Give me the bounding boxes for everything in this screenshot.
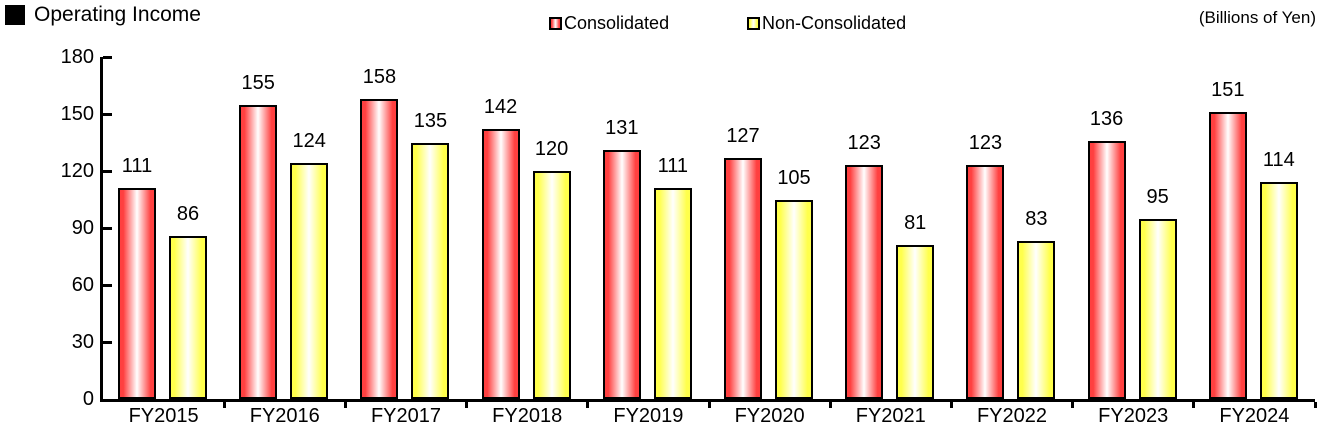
x-axis-tick-mark: [828, 402, 832, 408]
bar-value-non-consolidated-fy2016: 124: [292, 130, 326, 153]
x-axis-label-fy2019: FY2019: [613, 405, 684, 427]
x-axis-tick-mark: [222, 402, 226, 408]
bar-non-consolidated-fy2016: [290, 163, 329, 399]
bar-value-non-consolidated-fy2023: 95: [1146, 185, 1169, 208]
x-axis-tick-mark: [465, 402, 469, 408]
bar-value-consolidated-fy2015: 111: [121, 155, 153, 178]
y-axis-tick-label: 30: [71, 331, 94, 353]
bar-value-non-consolidated-fy2020: 105: [777, 166, 811, 189]
title-bullet-icon: [5, 5, 25, 25]
bar-value-non-consolidated-fy2018: 120: [534, 138, 569, 160]
legend-item-consolidated: Consolidated: [549, 13, 669, 34]
x-axis-label-fy2024: FY2024: [1219, 405, 1290, 427]
bar-value-consolidated-fy2020: 127: [726, 124, 760, 147]
y-axis-tick-label: 90: [71, 217, 94, 239]
y-axis-tick-mark: [103, 169, 112, 173]
bar-value-consolidated-fy2021: 123: [847, 132, 881, 155]
bar-non-consolidated-fy2020: [775, 199, 813, 399]
x-axis-tick-mark: [1192, 402, 1196, 408]
bar-non-consolidated-fy2023: [1138, 218, 1177, 399]
bar-value-consolidated-fy2016: 155: [241, 71, 275, 94]
bar-consolidated-fy2017: [360, 98, 399, 399]
bar-consolidated-fy2021: [845, 165, 884, 399]
bar-consolidated-fy2019: [602, 150, 641, 399]
x-axis-tick-mark: [707, 402, 711, 408]
y-axis-tick-mark: [103, 55, 112, 59]
bar-non-consolidated-fy2021: [896, 245, 935, 399]
legend-marker-consolidated-icon: [549, 17, 562, 30]
bar-consolidated-fy2015: [118, 188, 156, 399]
bar-value-consolidated-fy2022: 123: [968, 132, 1003, 155]
bar-value-consolidated-fy2024: 151: [1211, 79, 1245, 102]
x-axis-tick-mark: [1313, 402, 1317, 408]
x-axis-tick-mark: [343, 402, 347, 408]
x-axis-tick-mark: [949, 402, 953, 408]
x-axis-label-fy2020: FY2020: [734, 405, 805, 427]
x-axis-label-fy2016: FY2016: [249, 405, 320, 427]
bar-non-consolidated-fy2019: [653, 188, 692, 399]
bar-non-consolidated-fy2018: [532, 171, 571, 399]
legend-marker-non-consolidated-icon: [747, 17, 760, 30]
y-axis-tick-label: 150: [60, 103, 94, 125]
chart-title: Operating Income: [34, 3, 201, 26]
bar-consolidated-fy2018: [481, 129, 520, 399]
chart-title-row: Operating Income: [5, 3, 201, 27]
bar-value-non-consolidated-fy2017: 135: [413, 109, 448, 132]
plot-area: 111 86 155 124 158 135 142 120 131 111 127 105 123 81…: [100, 55, 1315, 402]
y-axis-tick-mark: [103, 340, 112, 344]
y-axis-tick-label: 0: [82, 388, 94, 410]
x-axis-label-fy2021: FY2021: [855, 405, 926, 427]
bar-value-consolidated-fy2017: 158: [362, 65, 397, 88]
bar-value-non-consolidated-fy2024: 114: [1262, 149, 1295, 172]
bar-value-consolidated-fy2018: 142: [483, 96, 518, 119]
bar-non-consolidated-fy2015: [169, 235, 207, 399]
bar-value-non-consolidated-fy2021: 81: [904, 212, 927, 235]
x-axis-tick-mark: [586, 402, 590, 408]
bar-consolidated-fy2022: [966, 165, 1005, 399]
y-axis-tick-label: 60: [71, 274, 94, 296]
x-axis-label-fy2023: FY2023: [1098, 405, 1169, 427]
bar-value-consolidated-fy2023: 136: [1089, 107, 1124, 130]
bar-value-non-consolidated-fy2015: 86: [176, 202, 200, 225]
y-axis-tick-label: 180: [60, 46, 94, 68]
bar-value-non-consolidated-fy2022: 83: [1025, 208, 1048, 231]
x-axis-label-fy2015: FY2015: [128, 405, 199, 427]
bar-non-consolidated-fy2022: [1017, 241, 1056, 399]
x-axis-tick-mark: [1071, 402, 1075, 408]
bar-consolidated-fy2024: [1208, 112, 1247, 399]
y-axis-tick-mark: [103, 112, 112, 116]
y-axis-tick-label: 120: [60, 160, 94, 182]
legend-label-consolidated: Consolidated: [564, 13, 670, 33]
x-axis-label-fy2018: FY2018: [492, 405, 563, 427]
bar-non-consolidated-fy2017: [411, 142, 450, 399]
legend-label-non-consolidated: Non-Consolidated: [762, 13, 907, 33]
x-axis-label-fy2017: FY2017: [370, 405, 442, 427]
bar-value-non-consolidated-fy2019: 111: [657, 155, 688, 178]
y-axis-tick-mark: [103, 283, 112, 287]
y-axis-tick-mark: [103, 226, 112, 230]
bar-consolidated-fy2023: [1087, 140, 1126, 399]
unit-label: (Billions of Yen): [1198, 8, 1316, 27]
legend-item-non-consolidated: Non-Consolidated: [747, 13, 906, 34]
bar-consolidated-fy2016: [239, 104, 278, 399]
bar-consolidated-fy2020: [724, 157, 762, 399]
x-axis-label-fy2022: FY2022: [976, 405, 1048, 427]
bar-value-consolidated-fy2019: 131: [605, 117, 639, 140]
bar-non-consolidated-fy2024: [1259, 182, 1298, 399]
